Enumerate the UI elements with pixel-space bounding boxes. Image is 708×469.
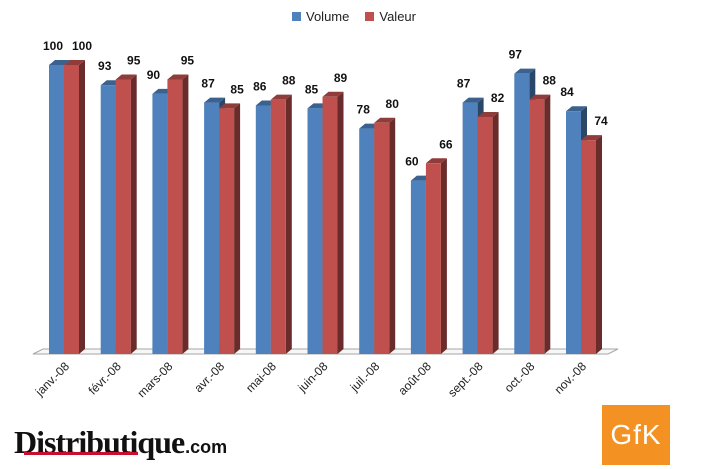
data-label-valeur: 100 (72, 39, 92, 53)
bar-top-valeur (477, 112, 499, 118)
bar-side-valeur (389, 117, 396, 354)
bar-volume (49, 65, 64, 354)
data-label-valeur: 74 (594, 114, 608, 128)
publisher-logo-tld: .com (185, 437, 228, 457)
data-label-valeur: 95 (181, 53, 195, 67)
data-label-volume: 84 (560, 85, 574, 99)
bar-valeur (581, 140, 596, 354)
x-tick-label: nov.-08 (552, 359, 590, 397)
data-label-valeur: 66 (439, 137, 453, 151)
x-tick-label: févr.-08 (86, 359, 124, 397)
bar-top-volume (566, 106, 587, 112)
bar-valeur (167, 79, 183, 354)
bar-valeur (64, 65, 79, 354)
bar-top-valeur (374, 117, 396, 123)
data-label-valeur: 88 (543, 74, 557, 88)
bar-top-valeur (219, 103, 241, 109)
chart-legend: Volume Valeur (0, 9, 708, 24)
bar-valeur (322, 96, 338, 354)
bar-top-valeur (167, 74, 189, 80)
gfk-logo: GfK (602, 405, 670, 465)
data-label-valeur: 95 (127, 53, 141, 67)
data-label-volume: 85 (305, 82, 319, 96)
data-label-volume: 86 (253, 79, 267, 93)
x-tick-label: juil.-08 (347, 359, 383, 395)
bar-valeur (115, 79, 131, 354)
data-label-volume: 87 (201, 77, 215, 91)
x-tick-label: août-08 (395, 359, 434, 398)
bar-volume (152, 93, 168, 355)
legend-item-valeur: Valeur (365, 9, 416, 24)
bar-side-valeur (234, 103, 241, 354)
bar-valeur (477, 117, 493, 355)
bar-top-valeur (425, 158, 447, 164)
x-tick-label: juin-08 (295, 359, 331, 395)
bar-top-volume (204, 97, 226, 103)
bar-top-volume (49, 60, 70, 65)
bar-volume (462, 102, 478, 354)
data-label-valeur: 82 (491, 91, 505, 105)
legend-label-volume: Volume (306, 9, 350, 24)
bar-side-valeur (130, 74, 137, 354)
bar-volume (100, 85, 116, 354)
data-label-valeur: 89 (334, 71, 348, 85)
bar-valeur (529, 99, 545, 355)
x-tick-label: avr.-08 (191, 359, 227, 395)
bar-top-valeur (270, 94, 292, 100)
x-tick-label: mai-08 (243, 359, 279, 395)
bar-top-valeur (64, 60, 85, 65)
legend-swatch-volume (292, 12, 301, 21)
bar-side-valeur (79, 60, 85, 354)
data-label-volume: 93 (98, 59, 112, 73)
bar-side-valeur (285, 94, 292, 355)
bar-top-volume (514, 68, 536, 74)
bar-volume (255, 105, 271, 355)
bar-top-valeur (322, 91, 344, 97)
bar-volume (204, 102, 220, 354)
x-tick-label: janv.-08 (32, 359, 72, 399)
x-tick-label: sept.-08 (445, 359, 486, 400)
bar-side-valeur (182, 74, 189, 354)
bar-volume (566, 111, 581, 355)
data-label-volume: 97 (509, 48, 523, 62)
data-label-valeur: 85 (230, 82, 244, 96)
bar-volume (359, 128, 375, 354)
bar-side-valeur (544, 94, 551, 355)
bar-side-valeur (440, 158, 447, 354)
legend-label-valeur: Valeur (379, 9, 416, 24)
bar-side-valeur (337, 91, 344, 354)
data-label-valeur: 88 (282, 74, 296, 88)
x-tick-label: mars-08 (134, 359, 175, 400)
bar-valeur (374, 122, 390, 354)
legend-swatch-valeur (365, 12, 375, 21)
legend-item-volume: Volume (292, 9, 349, 24)
bar-volume (307, 108, 323, 354)
bar-side-valeur (492, 112, 499, 355)
bar-volume (410, 180, 426, 354)
data-label-volume: 100 (43, 39, 63, 53)
bar-top-valeur (529, 94, 551, 100)
bar-top-valeur (115, 74, 137, 80)
publisher-logo-underline (24, 452, 138, 455)
bar-valeur (425, 163, 441, 354)
bar-top-valeur (581, 135, 602, 141)
bar-valeur (270, 99, 286, 355)
data-label-volume: 90 (147, 68, 161, 82)
bar-side-valeur (596, 135, 602, 354)
bar-volume (514, 73, 530, 355)
data-label-volume: 60 (405, 155, 419, 169)
x-tick-label: oct.-08 (502, 359, 538, 395)
bar-top-volume (462, 97, 484, 103)
data-label-valeur: 80 (386, 97, 400, 111)
data-label-volume: 78 (357, 103, 371, 117)
bar-valeur (219, 108, 235, 354)
data-label-volume: 87 (457, 77, 471, 91)
